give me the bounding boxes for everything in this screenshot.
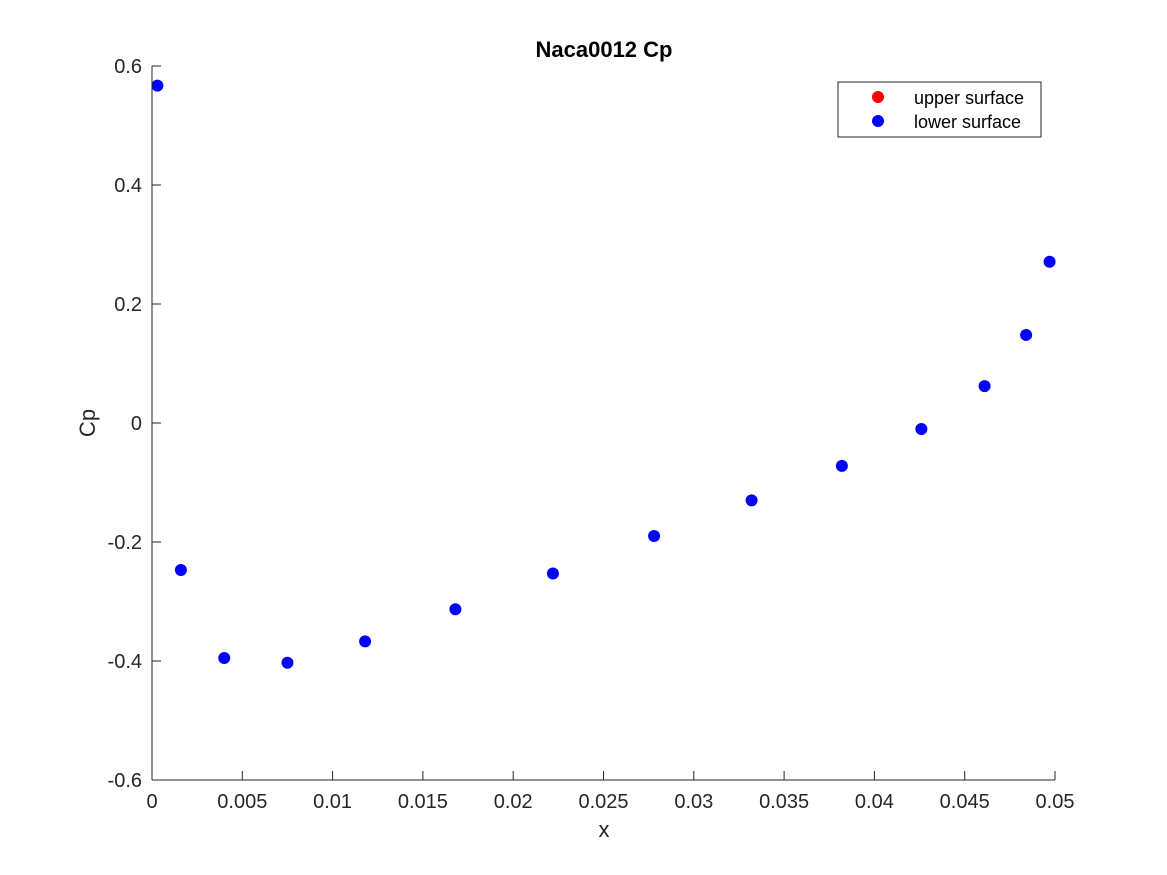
data-point-lower-surface xyxy=(835,459,848,472)
y-axis-ticks: -0.6 -0.4 -0.2 0 0.2 0.4 0.6 xyxy=(108,56,161,792)
x-tick-label: 0.005 xyxy=(217,791,267,813)
data-point-lower-surface xyxy=(546,567,559,580)
data-point-lower-surface xyxy=(359,635,372,648)
data-point-lower-surface xyxy=(745,494,758,507)
x-tick-label: 0.01 xyxy=(313,791,352,813)
x-tick-label: 0.02 xyxy=(494,791,533,813)
legend-label-upper-surface: upper surface xyxy=(914,88,1024,108)
y-tick-label: 0.4 xyxy=(114,175,142,197)
plot-area xyxy=(152,66,1055,780)
legend-box xyxy=(837,81,1042,138)
data-point-lower-surface xyxy=(281,656,294,669)
x-tick-label: 0.025 xyxy=(578,791,628,813)
y-tick-label: 0.6 xyxy=(114,56,142,78)
x-axis-label: x xyxy=(599,817,610,842)
data-point-lower-surface xyxy=(218,652,231,665)
y-axis-label: Cp xyxy=(75,409,100,437)
data-point-lower-surface xyxy=(1020,328,1033,341)
data-point-lower-surface xyxy=(1043,255,1056,268)
data-point-lower-surface xyxy=(978,380,991,393)
data-point-lower-surface xyxy=(174,563,187,576)
chart-title: Naca0012 Cp xyxy=(536,37,673,62)
x-tick-label: 0.045 xyxy=(940,791,990,813)
legend-marker-lower-surface xyxy=(872,115,884,127)
data-point-lower-surface xyxy=(449,603,462,616)
legend-label-lower-surface: lower surface xyxy=(914,112,1021,132)
y-tick-label: 0 xyxy=(131,413,142,435)
data-point-lower-surface xyxy=(915,422,928,435)
legend-marker-upper-surface xyxy=(872,91,884,103)
x-tick-label: 0.05 xyxy=(1036,791,1075,813)
data-point-lower-surface xyxy=(648,530,661,543)
data-point-lower-surface xyxy=(151,79,164,92)
x-tick-label: 0.035 xyxy=(759,791,809,813)
data-markers xyxy=(151,79,1056,669)
y-tick-label: -0.2 xyxy=(108,532,142,554)
x-tick-label: 0.04 xyxy=(855,791,894,813)
y-tick-label: -0.6 xyxy=(108,770,142,792)
x-tick-label: 0 xyxy=(146,791,157,813)
y-tick-label: -0.4 xyxy=(108,651,142,673)
y-tick-label: 0.2 xyxy=(114,294,142,316)
legend: upper surface lower surface xyxy=(837,81,1042,138)
x-tick-label: 0.03 xyxy=(674,791,713,813)
x-axis-ticks: 0 0.005 0.01 0.015 0.02 0.025 0.03 0.035 0.04 0.0… xyxy=(146,771,1074,813)
x-tick-label: 0.015 xyxy=(398,791,448,813)
